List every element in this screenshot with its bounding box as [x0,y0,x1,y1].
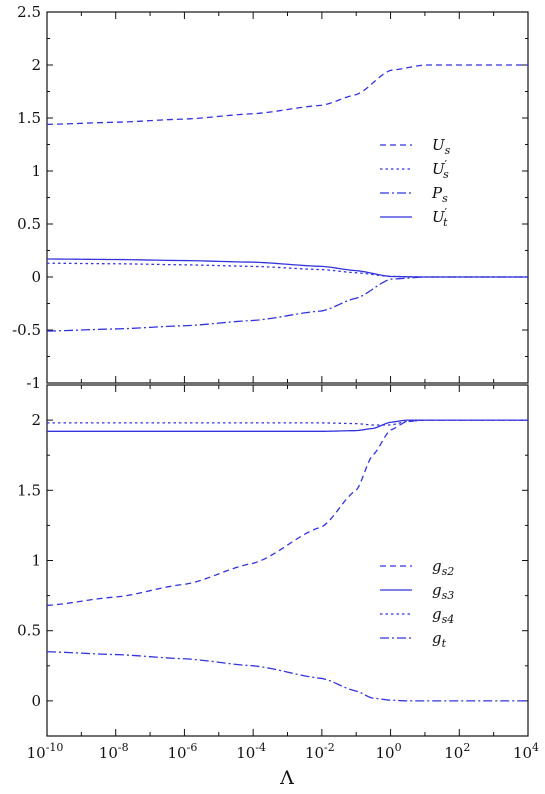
y-tick-label: 0 [31,692,41,710]
y-tick-label: 2 [31,56,41,74]
legend-label: U′ s [432,158,449,181]
x-tick-label: 10-4 [236,741,266,762]
y-tick-label: 0 [31,268,41,286]
series-line-g-s2 [46,419,528,607]
y-tick-label: 2 [31,411,41,429]
legend-label: Ps [431,184,448,205]
series-line-u-s-prime [46,262,528,278]
y-tick-label: 1 [31,162,41,180]
y-tick-label: -0.5 [12,321,41,339]
legend-label: Us [432,136,451,157]
x-tick-label: 104 [513,741,539,762]
y-tick-label: 1.5 [17,109,41,127]
series-line-p-s [46,276,528,332]
series-line-g-s4 [47,419,528,426]
x-axis-label: Λ [279,767,294,789]
x-tick-label: 10-8 [99,741,129,762]
y-tick-label: 0.5 [17,622,41,640]
legend-label: gs4 [432,605,454,626]
x-tick-label: 100 [376,741,402,762]
series-line-g-s3 [47,419,528,432]
y-tick-label: 1 [31,552,41,570]
legend-label: gs3 [432,581,454,602]
y-tick-label: 2.5 [17,3,41,21]
plot-frame [46,11,529,384]
x-tick-label: 102 [444,741,470,762]
legend-label: U′ t [432,206,448,229]
legend-label: gt [432,629,447,650]
series-line-u-t-prime [46,258,528,278]
series-line-u-s [46,64,528,126]
series-line-g-t [46,651,528,702]
x-tick-label: 10-6 [168,741,198,762]
bottom-panel: 2 1.5 1 0.5 0 gs2 gs3 gs4 gt 10-10 10-8 10-6 10-4 10-… [17,384,539,762]
x-tick-label: 10-10 [27,741,64,762]
y-tick-label: 1.5 [17,481,41,499]
legend-label: gs2 [432,557,454,578]
plot-frame [46,384,529,737]
x-tick-label: 10-2 [305,741,335,762]
y-tick-label: 0.5 [17,215,41,233]
y-tick-label: -1 [26,374,41,392]
top-panel: 2.5 2 1.5 1 0.5 0 -0.5 -1 UsU′ s PsU′ t [12,3,529,392]
